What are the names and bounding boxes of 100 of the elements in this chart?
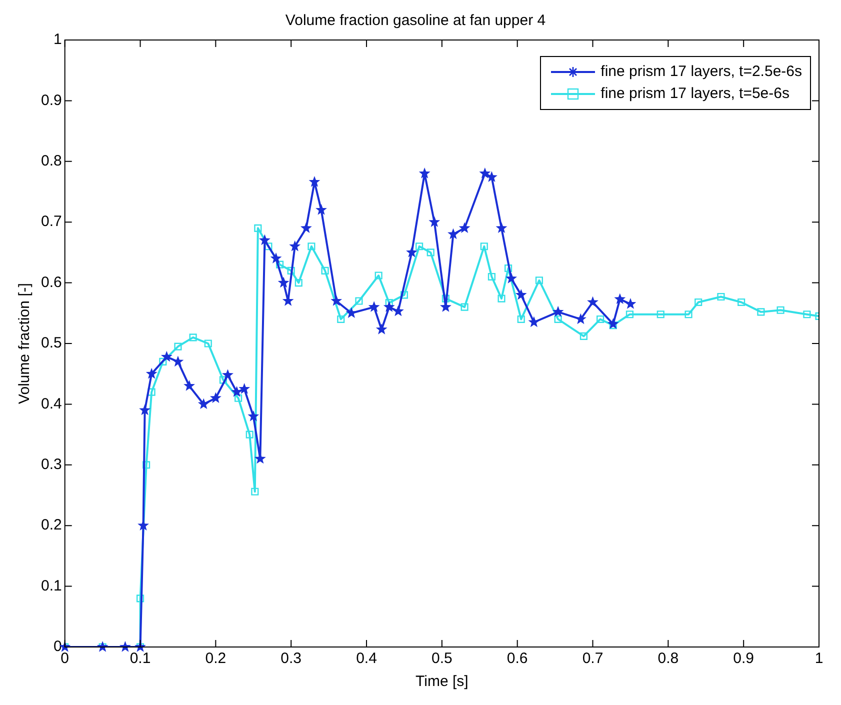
- point: [624, 298, 636, 309]
- point: [428, 216, 440, 227]
- point: [418, 168, 430, 178]
- point: [406, 246, 418, 258]
- point: [159, 358, 167, 366]
- point: [383, 301, 395, 312]
- point: [515, 288, 527, 300]
- point: [580, 332, 588, 340]
- point: [426, 248, 434, 256]
- point: [258, 234, 270, 246]
- y-tick-label: 0.8: [40, 152, 62, 170]
- point: [496, 222, 508, 234]
- point: [234, 394, 242, 402]
- x-tick-label: 0.5: [431, 650, 452, 668]
- chart-title: Volume fraction gasoline at fan upper 4: [285, 12, 546, 30]
- point: [392, 305, 404, 316]
- x-tick-label: 0.1: [130, 650, 151, 668]
- x-axis-title: Time [s]: [416, 673, 468, 690]
- y-tick-label: 0.5: [40, 334, 62, 352]
- point: [287, 266, 295, 274]
- x-tick-label: 1: [814, 650, 824, 668]
- point: [189, 334, 197, 342]
- point: [626, 310, 634, 318]
- point: [172, 356, 184, 367]
- point: [248, 410, 260, 422]
- point: [355, 297, 363, 305]
- point: [219, 376, 228, 384]
- point: [278, 276, 290, 288]
- point: [757, 308, 765, 316]
- point: [330, 295, 342, 306]
- legend-label: fine prism 17 layers, t=5e-6s: [600, 84, 790, 104]
- x-tick-label: 0.9: [733, 650, 754, 668]
- point: [174, 342, 182, 350]
- point: [596, 315, 604, 323]
- point: [139, 404, 150, 416]
- point: [656, 310, 664, 318]
- point: [376, 324, 388, 334]
- point: [300, 222, 312, 234]
- y-tick-label: 1: [54, 31, 62, 48]
- point: [204, 340, 212, 348]
- y-axis-title: Volume fraction [-]: [16, 283, 34, 404]
- point: [717, 292, 725, 301]
- y-tick-label: 0.2: [40, 516, 62, 534]
- x-tick-label: 0.6: [506, 650, 528, 668]
- point: [276, 260, 284, 268]
- point: [374, 272, 382, 280]
- point: [337, 315, 345, 323]
- point: [231, 386, 243, 397]
- point: [528, 316, 540, 328]
- legend-label: fine prism 17 layers, t=2.5e-6s: [600, 62, 802, 82]
- point: [308, 176, 320, 187]
- point: [222, 369, 234, 380]
- point: [308, 242, 316, 250]
- point: [738, 298, 746, 306]
- point: [321, 266, 329, 274]
- point: [479, 168, 491, 178]
- point: [416, 242, 424, 250]
- point: [480, 242, 488, 250]
- point: [400, 291, 408, 299]
- y-tick-label: 0.3: [40, 456, 62, 474]
- point: [488, 272, 496, 281]
- point: [517, 315, 525, 323]
- point: [694, 298, 702, 306]
- point: [160, 350, 172, 362]
- point: [294, 279, 302, 287]
- point: [587, 296, 598, 308]
- x-tick-label: 0.4: [356, 650, 377, 668]
- point: [198, 398, 210, 410]
- point: [458, 222, 470, 234]
- point: [504, 264, 512, 272]
- point: [506, 272, 518, 284]
- x-tick-label: 0.7: [582, 650, 604, 668]
- point: [251, 488, 259, 496]
- point: [148, 388, 156, 396]
- point: [146, 368, 158, 379]
- point: [142, 461, 150, 469]
- point: [246, 430, 254, 438]
- point: [136, 594, 144, 602]
- point: [776, 306, 784, 314]
- point: [803, 310, 811, 318]
- x-tick-label: 0.8: [658, 650, 679, 668]
- y-tick-label: 0.4: [40, 395, 62, 412]
- point: [448, 228, 459, 240]
- point: [442, 294, 450, 302]
- point: [270, 252, 282, 264]
- point: [289, 240, 301, 252]
- point: [535, 276, 543, 284]
- point: [684, 310, 692, 318]
- point: [254, 224, 262, 232]
- point: [552, 306, 564, 317]
- point: [238, 383, 250, 394]
- point: [210, 392, 222, 403]
- point: [460, 303, 468, 311]
- point: [368, 301, 380, 312]
- y-tick-label: 0.1: [40, 577, 62, 594]
- y-tick-label: 0.9: [40, 92, 62, 109]
- point: [498, 294, 506, 302]
- point: [264, 242, 272, 250]
- point: [96, 641, 108, 652]
- x-tick-label: 0.2: [205, 650, 226, 668]
